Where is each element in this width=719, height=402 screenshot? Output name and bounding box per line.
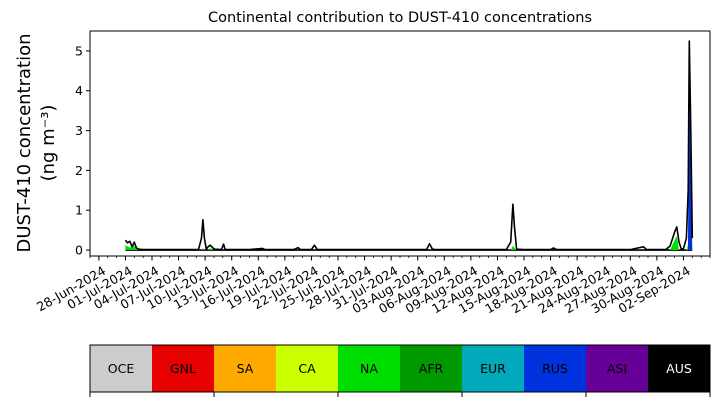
y-tick-label: 1 [75, 203, 83, 218]
legend-swatch-sa [214, 345, 276, 392]
plot-content [124, 40, 694, 251]
y-tick-label: 3 [75, 123, 83, 138]
plot-frame [89, 30, 711, 257]
legend-swatch-ca [276, 345, 338, 392]
y-tick-label: 0 [75, 243, 83, 258]
area-na [125, 236, 691, 250]
y-tick-label: 5 [75, 43, 83, 58]
legend-label-na: NA [360, 361, 378, 376]
legend-swatch-na [338, 345, 400, 392]
legend-swatch-rus [524, 345, 586, 392]
legend-label-afr: AFR [419, 361, 444, 376]
legend: OCE GNL SA CA NA AFR EUR RUS ASI AUS [89, 344, 711, 397]
line-total [124, 40, 694, 251]
legend-swatch-afr [400, 345, 462, 392]
legend-label-sa: SA [237, 361, 254, 376]
y-tick-label: 4 [75, 83, 83, 98]
legend-label-asi: ASI [607, 361, 627, 376]
legend-label-rus: RUS [542, 361, 568, 376]
legend-label-gnl: GNL [170, 361, 196, 376]
legend-swatch-aus [648, 345, 710, 392]
legend-label-eur: EUR [480, 361, 506, 376]
y-axis-label-line2: (ng m⁻³) [38, 105, 59, 182]
x-ticks: 28-Jun-202401-Jul-202404-Jul-202407-Jul-… [34, 256, 711, 316]
y-axis-label-line1: DUST-410 concentration [14, 33, 35, 252]
legend-label-ca: CA [298, 361, 316, 376]
legend-label-aus: AUS [666, 361, 692, 376]
legend-label-oce: OCE [108, 361, 135, 376]
legend-swatch-gnl [152, 345, 214, 392]
legend-swatch-oce [90, 345, 152, 392]
y-tick-label: 2 [75, 163, 83, 178]
y-ticks: 0 1 2 3 4 5 [75, 43, 90, 258]
legend-swatch-asi [586, 345, 648, 392]
legend-swatch-eur [462, 345, 524, 392]
y-axis-label: DUST-410 concentration (ng m⁻³) [14, 33, 59, 252]
legend-frame [89, 344, 711, 393]
chart-title: Continental contribution to DUST-410 con… [208, 10, 592, 26]
